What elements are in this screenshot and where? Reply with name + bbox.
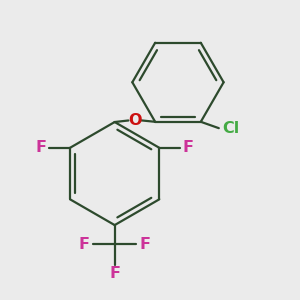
- Text: F: F: [109, 266, 120, 281]
- Text: F: F: [79, 237, 89, 252]
- Text: F: F: [140, 237, 151, 252]
- Text: O: O: [128, 113, 142, 128]
- Text: Cl: Cl: [222, 121, 239, 136]
- Text: F: F: [36, 140, 47, 155]
- Text: F: F: [183, 140, 194, 155]
